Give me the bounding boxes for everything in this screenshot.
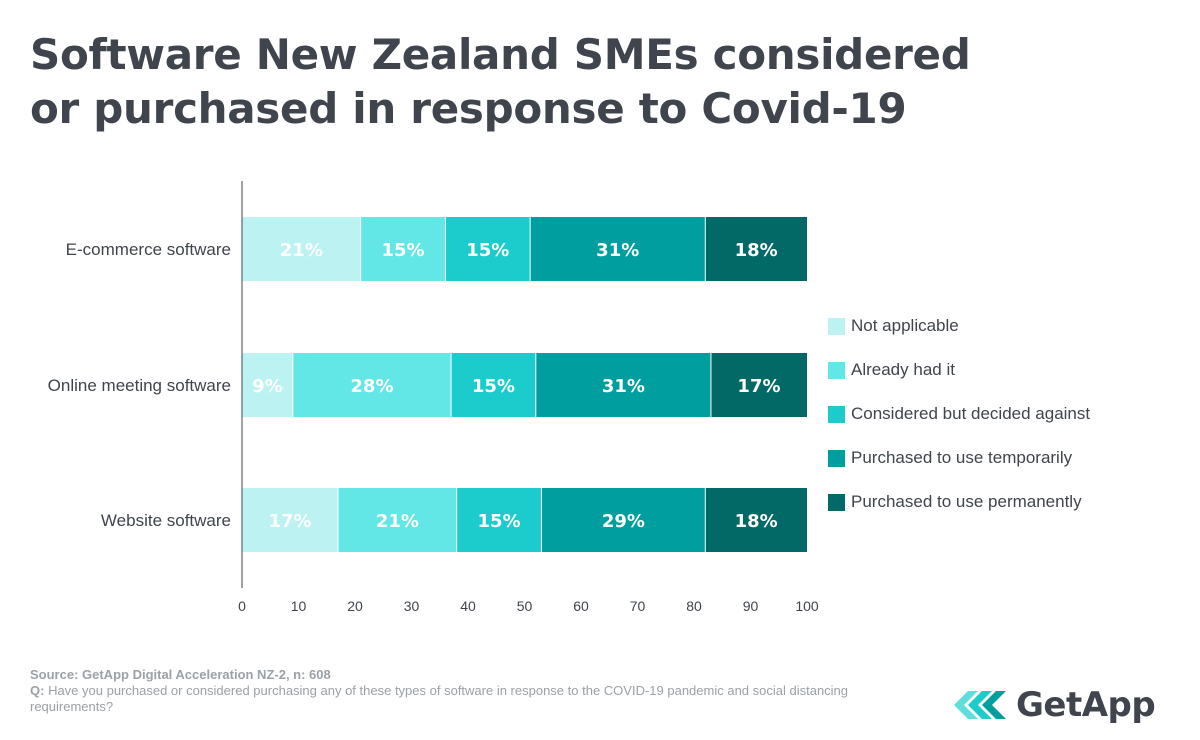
- data-label: 15%: [466, 240, 509, 261]
- bar-segment: [705, 488, 807, 552]
- chart-footer: Source: GetApp Digital Acceleration NZ-2…: [30, 667, 860, 715]
- x-tick-label: 80: [686, 598, 702, 614]
- data-label: 15%: [381, 240, 424, 261]
- bar-segment: [242, 488, 339, 552]
- bar-segment: [292, 353, 452, 417]
- legend-item: Purchased to use temporarily: [828, 436, 1090, 480]
- logo-text: GetApp: [1016, 685, 1156, 725]
- data-label: 29%: [602, 511, 645, 532]
- x-tick-label: 70: [630, 598, 646, 614]
- x-tick-label: 50: [517, 598, 533, 614]
- bar-segment: [242, 217, 361, 281]
- data-label: 21%: [280, 240, 323, 261]
- source-note: Source: GetApp Digital Acceleration NZ-2…: [30, 667, 331, 682]
- category-label: E-commerce software: [66, 240, 231, 259]
- chart-title-line-2: or purchased in response to Covid-19: [30, 84, 907, 133]
- data-label: 31%: [596, 240, 639, 261]
- category-label: Website software: [101, 511, 231, 530]
- bar-segment: [705, 217, 807, 281]
- data-label: 17%: [737, 376, 780, 397]
- legend-label: Not applicable: [851, 316, 959, 335]
- bar-segment: [451, 353, 536, 417]
- legend-item: Purchased to use permanently: [828, 480, 1090, 524]
- data-label-group: 21% 15% 15% 31% 18% 9% 28% 15% 31% 17% 17% 21% 15% 29…: [252, 240, 780, 532]
- data-label: 17%: [268, 511, 311, 532]
- bar-segment: [541, 488, 706, 552]
- data-label: 9%: [252, 376, 283, 397]
- legend-swatch: [828, 493, 845, 511]
- chart-title: Software New Zealand SMEs considered or …: [30, 28, 1150, 136]
- legend-swatch: [828, 405, 845, 423]
- bar-segment: [535, 353, 711, 417]
- x-tick-label: 100: [795, 598, 819, 614]
- legend-label: Purchased to use permanently: [851, 492, 1082, 511]
- question-text: Have you purchased or considered purchas…: [30, 683, 849, 714]
- x-tick-label: 90: [743, 598, 759, 614]
- legend-swatch: [828, 317, 845, 335]
- x-tick-label: 20: [347, 598, 363, 614]
- bar-segment: [456, 488, 542, 552]
- legend-swatch: [828, 449, 845, 467]
- chart-legend: Not applicable Already had it Considered b…: [828, 304, 1090, 524]
- chevron-icon: [968, 691, 992, 719]
- data-label: 21%: [376, 511, 419, 532]
- chart-title-line-1: Software New Zealand SMEs considered: [30, 30, 971, 79]
- data-label: 28%: [350, 376, 393, 397]
- x-tick-label: 40: [460, 598, 476, 614]
- bar-segment: [242, 353, 293, 417]
- x-tick-label: 10: [291, 598, 307, 614]
- legend-swatch: [828, 361, 845, 379]
- x-tick-label: 30: [404, 598, 420, 614]
- bar-group: [242, 217, 807, 552]
- data-label: 31%: [602, 376, 645, 397]
- bar-segment: [445, 217, 531, 281]
- bar-segment: [530, 217, 706, 281]
- chevron-icon: [954, 691, 978, 719]
- legend-label: Considered but decided against: [851, 404, 1091, 423]
- data-label: 15%: [478, 511, 521, 532]
- axis-group: 0 10 20 30 40 50 60 70 80 90 100: [238, 181, 819, 614]
- legend-item: Not applicable: [828, 304, 1090, 348]
- data-label: 18%: [735, 511, 778, 532]
- getapp-chevrons-icon: [954, 691, 1006, 719]
- legend-item: Already had it: [828, 348, 1090, 392]
- data-label: 15%: [472, 376, 515, 397]
- bar-segment: [338, 488, 457, 552]
- question-note: Q: Have you purchased or considered purc…: [30, 683, 860, 715]
- question-prefix: Q:: [30, 683, 45, 698]
- getapp-logo: GetApp: [954, 685, 1156, 725]
- legend-item: Considered but decided against: [828, 392, 1090, 436]
- category-label: Online meeting software: [48, 376, 231, 395]
- bar-segment: [360, 217, 446, 281]
- x-tick-label: 0: [238, 598, 246, 614]
- data-label: 18%: [735, 240, 778, 261]
- chevron-icon: [982, 691, 1006, 719]
- bar-segment: [710, 353, 807, 417]
- x-tick-label: 60: [573, 598, 589, 614]
- legend-label: Purchased to use temporarily: [851, 448, 1073, 467]
- legend-label: Already had it: [851, 360, 955, 379]
- category-label-group: E-commerce software Online meeting softwa…: [48, 240, 231, 530]
